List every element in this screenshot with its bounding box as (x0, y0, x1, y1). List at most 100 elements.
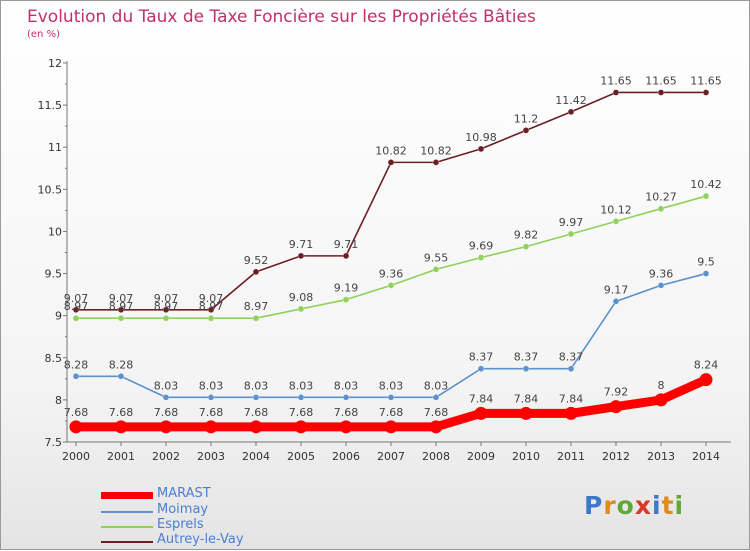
data-label-autrey-le-vay: 11.42 (555, 94, 587, 107)
data-point-rim-autrey-le-vay (117, 306, 125, 314)
data-point-esprels (613, 218, 619, 225)
data-label-moimay: 8.03 (154, 379, 179, 392)
data-label-esprels: 8.97 (64, 300, 89, 313)
data-label-moimay: 9.17 (604, 283, 629, 296)
data-point-rim-esprels (342, 296, 350, 303)
x-tick-label: 2004 (242, 450, 270, 463)
data-point-rim-moimay (342, 394, 350, 401)
data-point-marast (699, 373, 713, 387)
data-point-rim-esprels (567, 230, 575, 238)
data-point-rim-autrey-le-vay (207, 306, 215, 314)
data-label-autrey-le-vay: 9.07 (109, 292, 134, 305)
data-point-rim-moimay (117, 373, 125, 380)
data-point-marast (654, 393, 668, 407)
data-point-rim-esprels (117, 314, 125, 322)
data-point-autrey-le-vay (298, 252, 304, 259)
logo-letter: x (634, 491, 652, 520)
x-tick-label: 2003 (197, 450, 225, 463)
data-label-autrey-le-vay: 10.82 (420, 144, 452, 157)
data-point-marast (609, 400, 623, 414)
x-tick-label: 2011 (557, 450, 585, 463)
data-label-esprels: 10.12 (600, 203, 632, 216)
data-label-esprels: 9.55 (424, 251, 449, 264)
data-point-rim-autrey-le-vay (72, 306, 80, 314)
data-label-autrey-le-vay: 11.65 (690, 74, 722, 87)
data-label-esprels: 8.97 (154, 300, 179, 313)
data-point-marast (474, 406, 488, 420)
data-point-marast (114, 420, 128, 434)
data-point-moimay (253, 394, 259, 401)
data-point-moimay (523, 365, 529, 372)
data-point-marast (69, 420, 83, 434)
data-point-rim-esprels (432, 266, 440, 273)
data-point-rim-esprels (162, 314, 170, 322)
data-point-marast (384, 420, 398, 434)
data-label-moimay: 8.03 (424, 379, 449, 392)
data-label-moimay: 8.03 (379, 379, 404, 392)
x-tick-label: 2010 (512, 450, 540, 463)
data-point-moimay (568, 365, 574, 372)
data-label-esprels: 8.97 (199, 300, 224, 313)
data-point-rim-moimay (612, 298, 620, 305)
x-tick-label: 2006 (332, 450, 360, 463)
y-tick-label: 7.5 (45, 436, 63, 449)
y-tick-label: 11 (48, 141, 62, 154)
data-label-esprels: 8.97 (244, 300, 269, 313)
data-point-rim-autrey-le-vay (432, 159, 440, 166)
data-point-marast (339, 420, 353, 434)
data-point-marast (294, 420, 308, 434)
data-point-rim-autrey-le-vay (657, 89, 665, 96)
data-point-autrey-le-vay (163, 306, 169, 313)
data-label-marast: 7.84 (559, 392, 584, 405)
x-tick-label: 2014 (692, 450, 720, 463)
data-point-esprels (253, 315, 259, 322)
data-point-rim-moimay (72, 373, 80, 380)
data-label-moimay: 8.03 (199, 379, 224, 392)
data-point-rim-autrey-le-vay (567, 108, 575, 116)
data-point-moimay (343, 394, 349, 401)
logo-letter: o (616, 491, 635, 520)
data-label-moimay: 9.5 (697, 256, 715, 269)
data-label-marast: 7.84 (469, 392, 494, 405)
y-tick-label: 8.5 (45, 352, 63, 365)
data-label-esprels: 9.82 (514, 229, 539, 242)
y-tick-label: 9 (55, 310, 62, 323)
data-label-esprels: 9.08 (289, 291, 314, 304)
data-label-moimay: 8.03 (289, 379, 314, 392)
data-label-moimay: 8.37 (559, 351, 584, 364)
data-point-rim-moimay (162, 394, 170, 401)
data-label-moimay: 8.03 (244, 379, 269, 392)
data-point-esprels (703, 193, 709, 200)
data-point-rim-esprels (72, 314, 80, 322)
data-label-marast: 7.68 (199, 406, 224, 419)
data-point-rim-esprels (657, 205, 665, 213)
legend-swatch-marast (101, 492, 153, 499)
data-label-autrey-le-vay: 9.07 (154, 292, 179, 305)
x-tick-label: 2005 (287, 450, 315, 463)
legend-label-marast: MARAST (157, 486, 211, 501)
data-point-rim-moimay (387, 394, 395, 401)
data-label-marast: 7.68 (244, 406, 269, 419)
data-point-autrey-le-vay (658, 89, 664, 96)
chart-title: Evolution du Taux de Taxe Foncière sur l… (27, 7, 536, 27)
data-point-rim-autrey-le-vay (342, 252, 350, 260)
proxiti-logo: Proxiti (584, 491, 684, 520)
data-point-moimay (208, 394, 214, 401)
data-point-rim-autrey-le-vay (297, 252, 305, 260)
data-point-rim-moimay (567, 365, 575, 373)
data-label-marast: 7.84 (514, 392, 539, 405)
data-label-autrey-le-vay: 9.07 (199, 292, 224, 305)
legend-label-autrey-le-vay: Autrey-le-Vay (157, 532, 244, 547)
data-point-autrey-le-vay (118, 306, 124, 313)
data-point-esprels (163, 315, 169, 322)
data-point-rim-moimay (702, 270, 710, 277)
data-point-moimay (433, 394, 439, 401)
data-label-marast: 7.68 (64, 406, 89, 419)
data-point-rim-moimay (657, 282, 665, 289)
data-point-moimay (703, 270, 709, 277)
legend-label-esprels: Esprels (157, 517, 204, 532)
data-label-esprels: 8.97 (109, 300, 134, 313)
legend-label-moimay: Moimay (157, 502, 209, 517)
x-tick-label: 2002 (152, 450, 180, 463)
